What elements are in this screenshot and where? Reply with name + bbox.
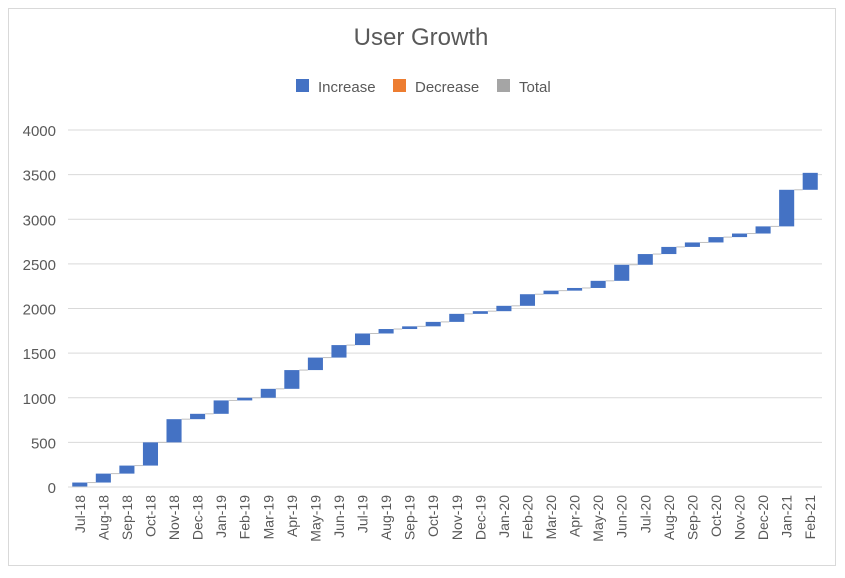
y-tick-label: 500 [31, 435, 56, 452]
x-tick-label: Dec-20 [755, 495, 771, 540]
bars [72, 172, 818, 487]
x-tick-label: Jul-18 [72, 495, 88, 533]
bar-Sep-18 [119, 465, 135, 474]
legend-swatch-increase [296, 79, 309, 92]
bar-Jul-19 [354, 333, 371, 346]
x-tick-label: Oct-20 [708, 495, 724, 537]
x-tick-label: Apr-19 [284, 495, 300, 537]
bar-Nov-19 [449, 313, 465, 322]
x-tick-label: Mar-20 [543, 495, 559, 540]
y-axis: 0 500 1000 1500 2000 2500 3000 3500 4000 [23, 123, 56, 497]
legend: Increase Decrease Total [296, 79, 551, 96]
y-tick-label: 1000 [23, 391, 56, 408]
legend-label-total: Total [519, 79, 551, 96]
chart-frame [8, 8, 836, 566]
y-tick-label: 3000 [23, 212, 56, 229]
bar-Jul-18 [72, 482, 88, 487]
bar-Nov-18 [166, 419, 182, 443]
x-tick-label: Jun-19 [331, 495, 347, 538]
bar-Apr-20 [567, 287, 583, 291]
bar-May-20 [590, 280, 606, 288]
x-tick-label: Apr-20 [567, 495, 583, 537]
x-tick-label: Jun-20 [614, 495, 630, 538]
x-tick-label: May-19 [307, 495, 323, 542]
bar-Dec-19 [472, 311, 488, 314]
x-tick-label: Jan-21 [779, 495, 795, 538]
x-tick-label: Aug-18 [95, 495, 111, 540]
x-tick-label: Nov-18 [166, 495, 182, 540]
bar-Aug-19 [378, 329, 394, 334]
x-tick-label: Sep-19 [402, 495, 418, 540]
legend-swatch-decrease [393, 79, 406, 92]
bar-Dec-18 [190, 413, 206, 420]
chart-title: User Growth [354, 24, 489, 51]
x-tick-label: Oct-19 [425, 495, 441, 537]
x-tick-label: Jul-20 [637, 495, 653, 533]
legend-label-decrease: Decrease [415, 79, 479, 96]
bar-Nov-20 [731, 233, 748, 238]
legend-swatch-total [497, 79, 510, 92]
bar-Sep-20 [684, 242, 700, 247]
y-tick-label: 0 [48, 480, 56, 497]
bar-Oct-18 [142, 442, 159, 466]
bar-Dec-20 [755, 226, 771, 234]
x-tick-label: Jan-20 [496, 495, 512, 538]
y-tick-label: 1500 [23, 346, 56, 363]
x-tick-label: Feb-20 [519, 495, 535, 540]
x-tick-label: Feb-19 [237, 495, 253, 540]
y-tick-label: 3500 [23, 168, 56, 185]
x-tick-label: Jan-19 [213, 495, 229, 538]
bar-Aug-20 [661, 246, 677, 255]
y-tick-label: 2500 [23, 257, 56, 274]
bar-Jan-19 [213, 400, 229, 414]
bar-Mar-20 [543, 290, 559, 295]
x-tick-label: Oct-18 [142, 495, 158, 537]
x-tick-label: May-20 [590, 495, 606, 542]
bar-Jun-20 [614, 264, 630, 281]
legend-label-increase: Increase [318, 79, 376, 96]
bar-Oct-20 [708, 237, 724, 243]
y-tick-label: 4000 [23, 123, 56, 140]
x-tick-label: Sep-20 [684, 495, 700, 540]
x-tick-label: Nov-20 [732, 495, 748, 540]
bar-Apr-19 [284, 370, 300, 389]
x-axis: Jul-18 Aug-18 Sep-18 Oct-18 Nov-18 Dec-18 Jan-… [68, 486, 822, 542]
bar-Sep-19 [402, 326, 418, 330]
bar-Jun-19 [331, 345, 347, 358]
x-tick-label: Aug-20 [661, 495, 677, 540]
bar-Feb-19 [237, 397, 253, 401]
bar-Mar-19 [260, 388, 276, 398]
bar-Aug-18 [95, 473, 111, 483]
bar-Jul-20 [637, 254, 653, 265]
x-tick-label: Dec-19 [472, 495, 488, 540]
x-tick-label: Jul-19 [355, 495, 371, 533]
x-tick-label: Dec-18 [190, 495, 206, 540]
x-tick-label: Aug-19 [378, 495, 394, 540]
x-tick-label: Nov-19 [449, 495, 465, 540]
bar-Feb-20 [519, 294, 536, 306]
bar-Jan-21 [779, 189, 795, 227]
x-tick-label: Feb-21 [802, 495, 818, 540]
y-tick-label: 2000 [23, 302, 56, 319]
x-tick-label: Sep-18 [119, 495, 135, 540]
bar-Feb-21 [802, 172, 818, 190]
x-tick-label: Mar-19 [260, 495, 276, 540]
bar-Jan-20 [496, 305, 512, 312]
bar-Oct-19 [425, 321, 441, 327]
bar-May-19 [307, 357, 323, 371]
